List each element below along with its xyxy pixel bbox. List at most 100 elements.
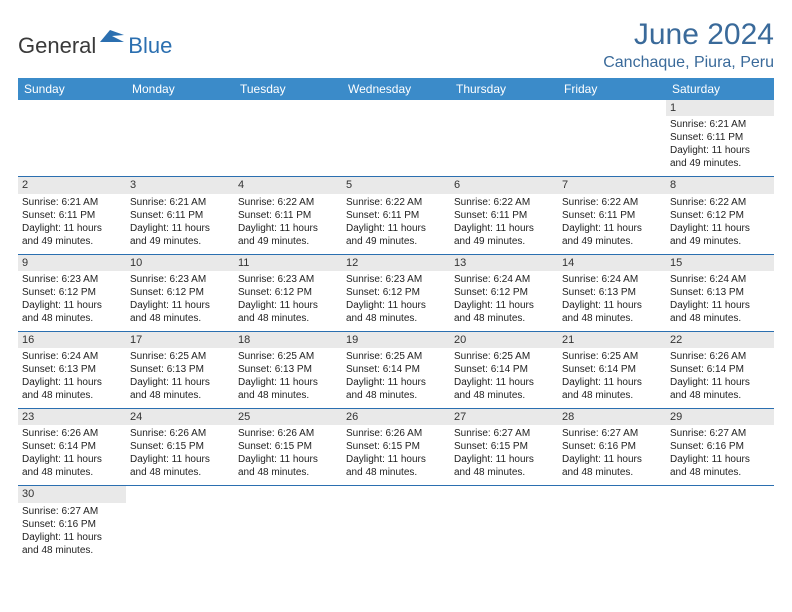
calendar-cell: 19Sunrise: 6:25 AMSunset: 6:14 PMDayligh… [342,331,450,408]
calendar-week-row: 23Sunrise: 6:26 AMSunset: 6:14 PMDayligh… [18,409,774,486]
day-number: 25 [234,409,342,425]
cell-text: Sunset: 6:13 PM [562,286,662,299]
calendar-body: 1Sunrise: 6:21 AMSunset: 6:11 PMDaylight… [18,100,774,563]
cell-text: and 49 minutes. [238,235,338,248]
cell-text: Sunrise: 6:27 AM [22,505,122,518]
cell-text: Daylight: 11 hours [454,453,554,466]
calendar-cell: 26Sunrise: 6:26 AMSunset: 6:15 PMDayligh… [342,409,450,486]
cell-text: Sunrise: 6:25 AM [238,350,338,363]
cell-text: and 48 minutes. [22,466,122,479]
cell-text: Sunrise: 6:24 AM [22,350,122,363]
cell-text: Sunset: 6:16 PM [562,440,662,453]
cell-text: Sunrise: 6:25 AM [562,350,662,363]
cell-text: and 48 minutes. [22,389,122,402]
cell-text: and 49 minutes. [562,235,662,248]
calendar-cell: 12Sunrise: 6:23 AMSunset: 6:12 PMDayligh… [342,254,450,331]
cell-text: Daylight: 11 hours [562,222,662,235]
cell-text: Sunrise: 6:22 AM [562,196,662,209]
day-header: Friday [558,78,666,100]
cell-text: Sunset: 6:12 PM [346,286,446,299]
cell-text: and 48 minutes. [130,389,230,402]
calendar-cell: 10Sunrise: 6:23 AMSunset: 6:12 PMDayligh… [126,254,234,331]
cell-text: Sunset: 6:14 PM [670,363,770,376]
cell-text: Daylight: 11 hours [346,222,446,235]
calendar-cell: 4Sunrise: 6:22 AMSunset: 6:11 PMDaylight… [234,177,342,254]
cell-text: and 48 minutes. [238,389,338,402]
cell-text: Sunrise: 6:22 AM [238,196,338,209]
calendar-cell: 1Sunrise: 6:21 AMSunset: 6:11 PMDaylight… [666,100,774,177]
cell-text: Sunset: 6:15 PM [130,440,230,453]
calendar-cell: 25Sunrise: 6:26 AMSunset: 6:15 PMDayligh… [234,409,342,486]
day-number: 8 [666,177,774,193]
cell-text: Sunset: 6:15 PM [454,440,554,453]
logo-text-dark: General [18,33,96,59]
cell-text: Daylight: 11 hours [562,453,662,466]
day-header: Sunday [18,78,126,100]
calendar-cell: 27Sunrise: 6:27 AMSunset: 6:15 PMDayligh… [450,409,558,486]
calendar-cell: 8Sunrise: 6:22 AMSunset: 6:12 PMDaylight… [666,177,774,254]
calendar-cell: 6Sunrise: 6:22 AMSunset: 6:11 PMDaylight… [450,177,558,254]
cell-text: Sunrise: 6:27 AM [562,427,662,440]
calendar-cell: 3Sunrise: 6:21 AMSunset: 6:11 PMDaylight… [126,177,234,254]
cell-text: Sunrise: 6:21 AM [22,196,122,209]
cell-text: Sunrise: 6:23 AM [130,273,230,286]
calendar-cell: 7Sunrise: 6:22 AMSunset: 6:11 PMDaylight… [558,177,666,254]
cell-text: Sunset: 6:14 PM [454,363,554,376]
calendar-cell [126,100,234,177]
cell-text: and 48 minutes. [346,389,446,402]
cell-text: and 48 minutes. [22,544,122,557]
logo-text-blue: Blue [128,33,172,59]
cell-text: Sunrise: 6:21 AM [670,118,770,131]
cell-text: Daylight: 11 hours [130,299,230,312]
day-number: 26 [342,409,450,425]
cell-text: Sunrise: 6:26 AM [130,427,230,440]
cell-text: and 48 minutes. [454,466,554,479]
calendar-cell: 14Sunrise: 6:24 AMSunset: 6:13 PMDayligh… [558,254,666,331]
calendar-cell: 21Sunrise: 6:25 AMSunset: 6:14 PMDayligh… [558,331,666,408]
day-number: 17 [126,332,234,348]
cell-text: and 48 minutes. [22,312,122,325]
calendar-cell [126,486,234,563]
cell-text: Daylight: 11 hours [346,453,446,466]
cell-text: and 48 minutes. [346,466,446,479]
cell-text: and 48 minutes. [562,389,662,402]
calendar-cell [558,100,666,177]
calendar-cell: 23Sunrise: 6:26 AMSunset: 6:14 PMDayligh… [18,409,126,486]
day-header: Thursday [450,78,558,100]
cell-text: Sunrise: 6:26 AM [670,350,770,363]
calendar-week-row: 30Sunrise: 6:27 AMSunset: 6:16 PMDayligh… [18,486,774,563]
day-number: 30 [18,486,126,502]
calendar-cell: 11Sunrise: 6:23 AMSunset: 6:12 PMDayligh… [234,254,342,331]
cell-text: Daylight: 11 hours [130,222,230,235]
cell-text: Sunrise: 6:22 AM [670,196,770,209]
day-number: 19 [342,332,450,348]
cell-text: Daylight: 11 hours [670,299,770,312]
cell-text: Sunset: 6:13 PM [130,363,230,376]
day-number: 3 [126,177,234,193]
calendar-cell: 28Sunrise: 6:27 AMSunset: 6:16 PMDayligh… [558,409,666,486]
calendar-cell [666,486,774,563]
cell-text: Sunrise: 6:27 AM [670,427,770,440]
header: General Blue June 2024 Canchaque, Piura,… [18,18,774,72]
calendar-cell: 29Sunrise: 6:27 AMSunset: 6:16 PMDayligh… [666,409,774,486]
cell-text: and 48 minutes. [454,389,554,402]
calendar-table: SundayMondayTuesdayWednesdayThursdayFrid… [18,78,774,563]
cell-text: Daylight: 11 hours [346,299,446,312]
cell-text: and 49 minutes. [346,235,446,248]
cell-text: Daylight: 11 hours [22,531,122,544]
cell-text: Daylight: 11 hours [454,299,554,312]
cell-text: Sunset: 6:13 PM [238,363,338,376]
cell-text: and 48 minutes. [670,312,770,325]
cell-text: Sunset: 6:11 PM [346,209,446,222]
calendar-cell [558,486,666,563]
cell-text: Sunset: 6:12 PM [454,286,554,299]
cell-text: and 48 minutes. [670,466,770,479]
cell-text: and 48 minutes. [238,312,338,325]
calendar-week-row: 2Sunrise: 6:21 AMSunset: 6:11 PMDaylight… [18,177,774,254]
cell-text: and 48 minutes. [670,389,770,402]
day-number: 14 [558,255,666,271]
day-number: 22 [666,332,774,348]
calendar-cell: 20Sunrise: 6:25 AMSunset: 6:14 PMDayligh… [450,331,558,408]
day-number: 12 [342,255,450,271]
day-number: 2 [18,177,126,193]
